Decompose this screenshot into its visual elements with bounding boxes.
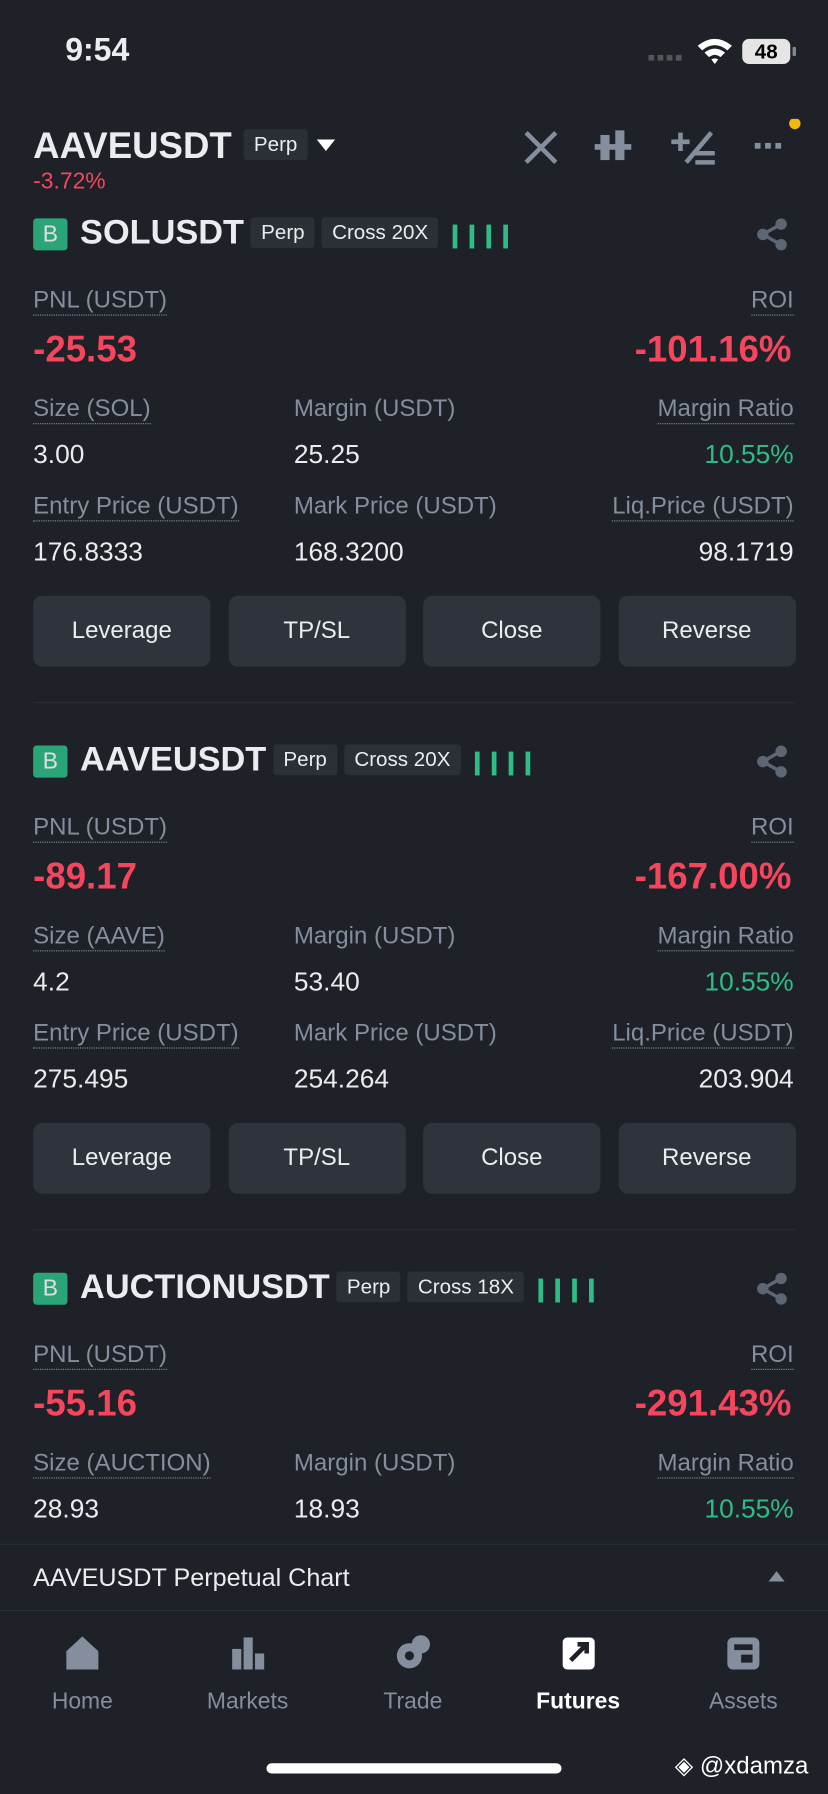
field-label: Entry Price (USDT)	[33, 1020, 239, 1049]
action-button[interactable]: Close	[423, 1122, 601, 1194]
nav-icon[interactable]	[559, 1633, 598, 1674]
roi-label: ROI	[750, 287, 794, 316]
field-value: 168.3200	[293, 536, 404, 567]
nav-icon[interactable]	[724, 1633, 763, 1674]
header-change: -3.72%	[33, 169, 106, 195]
field-label: Margin (USDT)	[293, 1449, 456, 1477]
header-badge: Perp	[243, 129, 308, 161]
field-label: Size (AAVE)	[33, 923, 165, 952]
roi-value: -101.16%	[634, 328, 792, 370]
field-value: 275.495	[33, 1063, 129, 1094]
mode-badge: Cross 20X	[344, 744, 461, 776]
divider	[33, 1229, 795, 1231]
field-label: Margin Ratio	[657, 396, 794, 425]
watermark-text: @xdamza	[699, 1752, 809, 1780]
field-label: Margin (USDT)	[293, 922, 456, 950]
field-value: 98.1719	[698, 536, 794, 567]
nav-icon[interactable]	[393, 1633, 432, 1674]
action-button[interactable]: Reverse	[618, 1122, 796, 1194]
bars-icon: ❙❙❙❙	[445, 222, 515, 249]
pnl-label: PNL (USDT)	[33, 287, 168, 316]
chart-bar-label: AAVEUSDT Perpetual Chart	[33, 1563, 350, 1592]
field-value: 10.55%	[704, 1493, 794, 1524]
mode-badge: Cross 18X	[407, 1271, 525, 1303]
field-value: 25.25	[293, 439, 360, 469]
field-value: 254.264	[293, 1063, 390, 1094]
share-icon[interactable]	[755, 745, 789, 778]
field-value: 18.93	[293, 1493, 360, 1524]
nav-icon[interactable]	[63, 1633, 102, 1674]
nav-label[interactable]: Home	[51, 1688, 113, 1715]
roi-value: -291.43%	[634, 1382, 792, 1424]
type-badge: Perp	[336, 1271, 401, 1303]
action-button[interactable]: TP/SL	[228, 595, 406, 667]
field-value: 28.93	[33, 1493, 99, 1524]
field-label: Mark Price (USDT)	[293, 492, 497, 520]
pnl-value: -25.53	[33, 328, 137, 370]
field-label: Liq.Price (USDT)	[612, 493, 794, 522]
share-icon[interactable]	[755, 218, 789, 251]
chart-bar[interactable]: AAVEUSDT Perpetual Chart	[0, 1543, 828, 1612]
field-label: Mark Price (USDT)	[293, 1019, 497, 1047]
watermark: ◈ @xdamza	[674, 1752, 809, 1780]
type-badge: Perp	[250, 217, 315, 249]
field-value: 203.904	[698, 1063, 794, 1094]
side-badge: B	[33, 745, 68, 778]
positions: B SOLUSDT Perp Cross 20X ❙❙❙❙ PNL (USDT) -25.5…	[33, 213, 796, 1524]
action-button[interactable]: Leverage	[33, 1122, 211, 1194]
roi-label: ROI	[750, 1341, 794, 1370]
roi-label: ROI	[750, 814, 794, 843]
action-button[interactable]: TP/SL	[228, 1122, 406, 1194]
action-button[interactable]: Close	[423, 595, 601, 667]
side-badge: B	[33, 218, 68, 251]
pnl-value: -89.17	[33, 855, 137, 897]
divider	[33, 702, 795, 704]
position-symbol: SOLUSDT	[80, 213, 244, 252]
field-value: 10.55%	[704, 966, 794, 996]
field-value: 53.40	[293, 966, 360, 996]
field-label: Margin Ratio	[657, 923, 794, 952]
field-label: Size (AUCTION)	[33, 1450, 211, 1479]
type-badge: Perp	[273, 744, 338, 776]
action-button[interactable]: Reverse	[618, 595, 796, 667]
share-icon[interactable]	[755, 1272, 789, 1305]
field-value: 4.2	[33, 966, 70, 996]
nav-label[interactable]: Assets	[709, 1688, 778, 1715]
pnl-label: PNL (USDT)	[33, 1341, 168, 1370]
chart-bar-arrow	[768, 1571, 785, 1582]
battery: 48	[755, 40, 778, 63]
nav-label[interactable]: Markets	[206, 1688, 289, 1715]
roi-value: -167.00%	[634, 855, 792, 897]
header-symbol[interactable]: AAVEUSDT	[33, 124, 232, 166]
bars-icon: ❙❙❙❙	[531, 1277, 601, 1303]
status-time: 9:54	[65, 32, 130, 68]
field-label: Size (SOL)	[33, 396, 151, 425]
field-value: 3.00	[33, 439, 85, 469]
pnl-value: -55.16	[33, 1382, 137, 1424]
field-value: 10.55%	[704, 439, 794, 469]
nav-label[interactable]: Futures	[536, 1688, 621, 1715]
action-button[interactable]: Leverage	[33, 595, 211, 667]
field-label: Entry Price (USDT)	[33, 493, 239, 522]
field-value: 176.8333	[33, 536, 143, 567]
status-icons: 48	[648, 38, 796, 65]
side-badge: B	[33, 1272, 68, 1305]
home-indicator	[266, 1763, 562, 1774]
position-symbol: AAVEUSDT	[80, 740, 267, 779]
bars-icon: ❙❙❙❙	[467, 750, 538, 776]
nav-label[interactable]: Trade	[383, 1688, 443, 1715]
field-label: Margin Ratio	[657, 1450, 794, 1479]
field-label: Margin (USDT)	[293, 395, 456, 422]
position-symbol: AUCTIONUSDT	[80, 1268, 330, 1306]
field-label: Liq.Price (USDT)	[612, 1020, 794, 1049]
dropdown-icon[interactable]	[316, 137, 337, 153]
mode-badge: Cross 20X	[321, 217, 439, 249]
pnl-label: PNL (USDT)	[33, 814, 168, 843]
header-tools[interactable]	[515, 118, 812, 176]
nav-icon[interactable]	[228, 1633, 267, 1674]
